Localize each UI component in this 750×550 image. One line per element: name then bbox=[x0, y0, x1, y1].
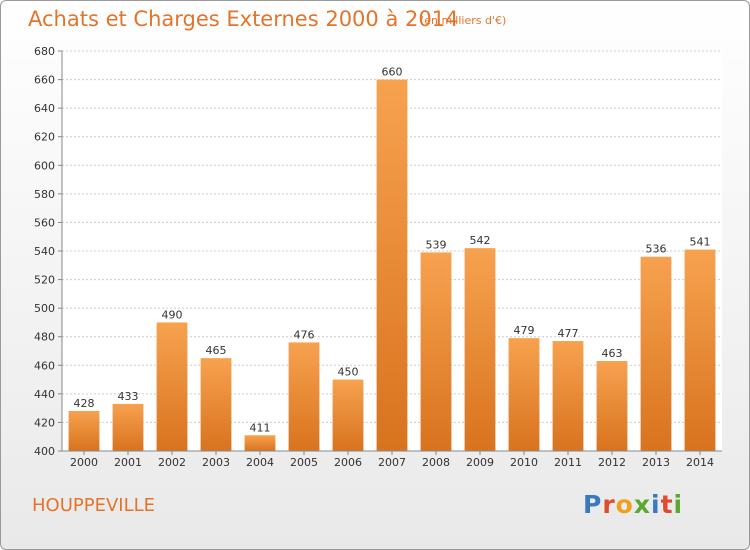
logo-letter: i bbox=[673, 490, 684, 519]
data-label: 411 bbox=[250, 421, 271, 434]
data-label: 490 bbox=[162, 308, 183, 321]
y-tick-label: 400 bbox=[34, 445, 55, 458]
x-tick-label: 2004 bbox=[246, 456, 274, 469]
y-tick-label: 460 bbox=[34, 359, 55, 372]
data-label: 660 bbox=[382, 66, 403, 79]
x-tick-label: 2000 bbox=[70, 456, 98, 469]
data-label: 433 bbox=[118, 390, 139, 403]
x-tick-label: 2001 bbox=[114, 456, 142, 469]
y-tick-label: 620 bbox=[34, 131, 55, 144]
y-tick-label: 420 bbox=[34, 416, 55, 429]
data-label: 479 bbox=[514, 324, 535, 337]
logo-letter: P bbox=[583, 490, 603, 519]
data-label: 450 bbox=[338, 366, 359, 379]
data-label: 539 bbox=[426, 238, 447, 251]
x-tick-label: 2006 bbox=[334, 456, 362, 469]
bar bbox=[420, 252, 452, 451]
y-tick-label: 480 bbox=[34, 331, 55, 344]
bar bbox=[288, 342, 320, 451]
bar bbox=[376, 79, 408, 452]
proxiti-logo: Proxiti bbox=[583, 490, 683, 519]
bars-group bbox=[68, 79, 716, 452]
x-tick-label: 2007 bbox=[378, 456, 406, 469]
value-labels: 428 433 490 465 411 476 450 660 539 542 479 477 463 5… bbox=[74, 66, 711, 435]
y-tick-label: 580 bbox=[34, 188, 55, 201]
y-tick-label: 680 bbox=[34, 45, 55, 58]
data-label: 542 bbox=[470, 234, 491, 247]
x-tick-label: 2002 bbox=[158, 456, 186, 469]
bar bbox=[68, 411, 100, 451]
bar bbox=[596, 361, 628, 451]
bar bbox=[464, 248, 496, 451]
chart-subtitle: (en milliers d'€) bbox=[420, 14, 507, 27]
bar bbox=[332, 379, 364, 451]
data-label: 541 bbox=[690, 236, 711, 249]
logo-letter: t bbox=[660, 490, 674, 519]
y-tick-label: 600 bbox=[34, 159, 55, 172]
x-tick-label: 2009 bbox=[466, 456, 494, 469]
logo-letter: i bbox=[651, 490, 661, 519]
x-tick-label: 2003 bbox=[202, 456, 230, 469]
data-label: 465 bbox=[206, 344, 227, 357]
x-axis: 2000 2001 2002 2003 2004 2005 2006 2007 2008 2009… bbox=[70, 451, 714, 469]
bar bbox=[200, 358, 232, 451]
bar bbox=[156, 322, 188, 451]
bar bbox=[684, 249, 716, 451]
data-label: 428 bbox=[74, 397, 95, 410]
chart-title: Achats et Charges Externes 2000 à 2014 bbox=[28, 7, 459, 31]
x-tick-label: 2005 bbox=[290, 456, 318, 469]
bar bbox=[112, 403, 144, 451]
y-tick-label: 520 bbox=[34, 274, 55, 287]
bar bbox=[640, 256, 672, 451]
logo-letter: o bbox=[615, 490, 634, 519]
logo-letter: x bbox=[633, 490, 651, 519]
y-tick-label: 660 bbox=[34, 74, 55, 87]
data-label: 477 bbox=[558, 327, 579, 340]
bar bbox=[508, 338, 540, 451]
y-tick-label: 640 bbox=[34, 102, 55, 115]
x-tick-label: 2014 bbox=[686, 456, 714, 469]
y-tick-label: 500 bbox=[34, 302, 55, 315]
x-tick-label: 2010 bbox=[510, 456, 538, 469]
bar bbox=[244, 435, 276, 451]
y-tick-label: 560 bbox=[34, 216, 55, 229]
y-tick-label: 440 bbox=[34, 388, 55, 401]
logo-letter: r bbox=[602, 490, 616, 519]
x-tick-label: 2008 bbox=[422, 456, 450, 469]
data-label: 536 bbox=[646, 243, 667, 256]
bar bbox=[552, 341, 584, 451]
x-tick-label: 2011 bbox=[554, 456, 582, 469]
x-tick-label: 2012 bbox=[598, 456, 626, 469]
data-label: 476 bbox=[294, 328, 315, 341]
y-tick-label: 540 bbox=[34, 245, 55, 258]
place-name: HOUPPEVILLE bbox=[32, 495, 156, 516]
data-label: 463 bbox=[602, 347, 623, 360]
x-tick-label: 2013 bbox=[642, 456, 670, 469]
